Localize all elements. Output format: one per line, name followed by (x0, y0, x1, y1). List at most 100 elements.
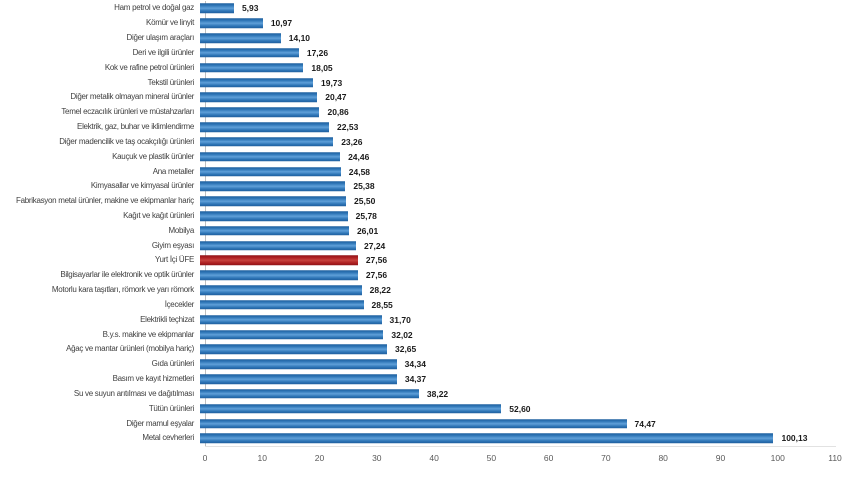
x-axis-tick-label: 60 (543, 453, 554, 463)
category-label: Bilgisayarlar ile elektronik ve optik ür… (60, 270, 194, 280)
value-label: 19,73 (320, 77, 343, 88)
category-label: Kauçuk ve plastik ürünler (112, 151, 194, 161)
category-label: Diğer mamul eşyalar (126, 418, 194, 428)
value-label: 18,05 (311, 62, 333, 73)
category-label: Elektrik, gaz, buhar ve iklimlendirme (77, 122, 194, 132)
category-label: Metal cevherleri (142, 433, 194, 443)
bar (200, 359, 397, 370)
bar-row: Kağıt ve kağıt ürünleri 25,78 (0, 209, 850, 224)
bar-row: Temel eczacılık ürünleri ve müstahzarlar… (0, 105, 850, 120)
bar-row: Deri ve ilgili ürünler 17,26 (0, 45, 850, 60)
y-axis-line (205, 1, 206, 446)
bar-track: 20,86 (200, 105, 830, 120)
x-axis: 0 10 20 30 40 50 60 70 80 90 100 110 (203, 450, 842, 472)
value-label: 20,47 (325, 92, 347, 103)
category-label: Kimyasallar ve kimyasal ürünler (90, 181, 194, 191)
bar-row: Diğer madencilik ve taş ocakçılığı ürünl… (0, 134, 850, 149)
bar-track: 34,34 (200, 357, 830, 372)
bar-track: 27,56 (200, 253, 830, 268)
value-label: 32,02 (391, 329, 413, 340)
category-label: Fabrikasyon metal ürünler, makine ve eki… (16, 196, 194, 206)
category-label: Diğer metalik olmayan mineral ürünler (70, 92, 194, 102)
bar-track: 18,05 (200, 60, 830, 75)
value-label: 34,37 (404, 373, 427, 384)
plot-area: Ham petrol ve doğal gaz 5,93 Kömür ve li… (0, 1, 850, 446)
bar (200, 418, 627, 429)
bar-track: 14,10 (200, 31, 830, 46)
value-label: 28,55 (371, 299, 393, 310)
bar-track: 22,53 (200, 120, 830, 135)
value-label: 28,22 (369, 284, 391, 295)
bar-track: 34,37 (200, 372, 830, 387)
value-label: 34,34 (404, 359, 426, 370)
bar-row: Basım ve kayıt hizmetleri 34,37 (0, 372, 850, 387)
bar-row: Giyim eşyası 27,24 (0, 238, 850, 253)
bar-track: 24,46 (200, 149, 830, 164)
bar (200, 122, 330, 132)
bar (200, 211, 348, 221)
x-axis-tick-label: 110 (828, 453, 842, 463)
category-label: İçecekler (164, 299, 195, 309)
bar-track: 74,47 (200, 416, 830, 431)
bar-row: Elektrikli teçhizat 31,70 (0, 312, 850, 327)
category-label: Gıda ürünleri (151, 359, 195, 369)
bar (200, 329, 384, 340)
value-label: 25,38 (353, 181, 375, 192)
bar-row: Metal cevherleri 100,13 (0, 431, 850, 446)
value-label: 20,86 (327, 106, 349, 117)
value-label: 52,60 (509, 403, 531, 414)
bar-track: 100,13 (200, 431, 830, 446)
category-label: Elektrikli teçhizat (140, 314, 194, 324)
bar-row: Gıda ürünleri 34,34 (0, 357, 850, 372)
category-label: Diğer madencilik ve taş ocakçılığı ürünl… (59, 136, 194, 146)
x-axis-tick-label: 70 (601, 453, 611, 463)
bar (200, 270, 358, 281)
x-axis-tick-label: 10 (257, 453, 267, 463)
bar-track: 24,58 (200, 164, 830, 179)
category-label: B.y.s. makine ve ekipmanlar (102, 329, 195, 339)
bar-row: Kimyasallar ve kimyasal ürünler 25,38 (0, 179, 850, 194)
bar-row: Ham petrol ve doğal gaz 5,93 (0, 1, 850, 16)
value-label: 14,10 (288, 32, 311, 43)
bar (200, 181, 346, 192)
bar-track: 27,24 (200, 238, 830, 253)
bar-row: Tütün ürünleri 52,60 (0, 401, 850, 416)
category-label: Motorlu kara taşıtları, römork ve yarı r… (51, 285, 194, 295)
category-label: Tekstil ürünleri (147, 77, 195, 87)
value-label: 27,24 (364, 240, 386, 251)
value-label: 22,53 (337, 121, 359, 132)
bar-row: Kömür ve linyit 10,97 (0, 16, 850, 31)
bar-track: 27,56 (200, 268, 830, 283)
category-label: Basım ve kayıt hizmetleri (112, 374, 195, 384)
value-label: 25,78 (355, 210, 377, 221)
bar-row: Diğer metalik olmayan mineral ürünler 20… (0, 90, 850, 105)
x-axis-tick-label: 80 (658, 453, 668, 463)
bar-row: Tekstil ürünleri 19,73 (0, 75, 850, 90)
bar (200, 107, 320, 117)
bar-row: B.y.s. makine ve ekipmanlar 32,02 (0, 327, 850, 342)
bar-track: 17,26 (200, 45, 830, 60)
bar-track: 25,78 (200, 209, 830, 224)
category-label: Diğer ulaşım araçları (126, 33, 194, 43)
bar (200, 3, 234, 14)
x-axis-tick-label: 40 (429, 453, 439, 463)
value-label: 27,56 (365, 255, 388, 266)
bar (200, 404, 502, 414)
bar (200, 92, 318, 103)
bar-track: 23,26 (200, 134, 830, 149)
value-label: 24,46 (348, 151, 370, 162)
highlight-bar (200, 255, 358, 266)
bar (200, 433, 774, 444)
bar (200, 240, 356, 251)
bar (200, 77, 313, 88)
bar (200, 33, 281, 43)
x-axis-tick-label: 50 (486, 453, 497, 463)
bar (200, 151, 341, 162)
category-label: Tütün ürünleri (148, 403, 194, 413)
bar-track: 5,93 (200, 1, 830, 16)
bar-row: Mobilya 26,01 (0, 223, 850, 238)
bar (200, 315, 382, 325)
category-label: Mobilya (168, 225, 195, 235)
category-label: Su ve suyun arıtılması ve dağıtılması (73, 388, 194, 398)
